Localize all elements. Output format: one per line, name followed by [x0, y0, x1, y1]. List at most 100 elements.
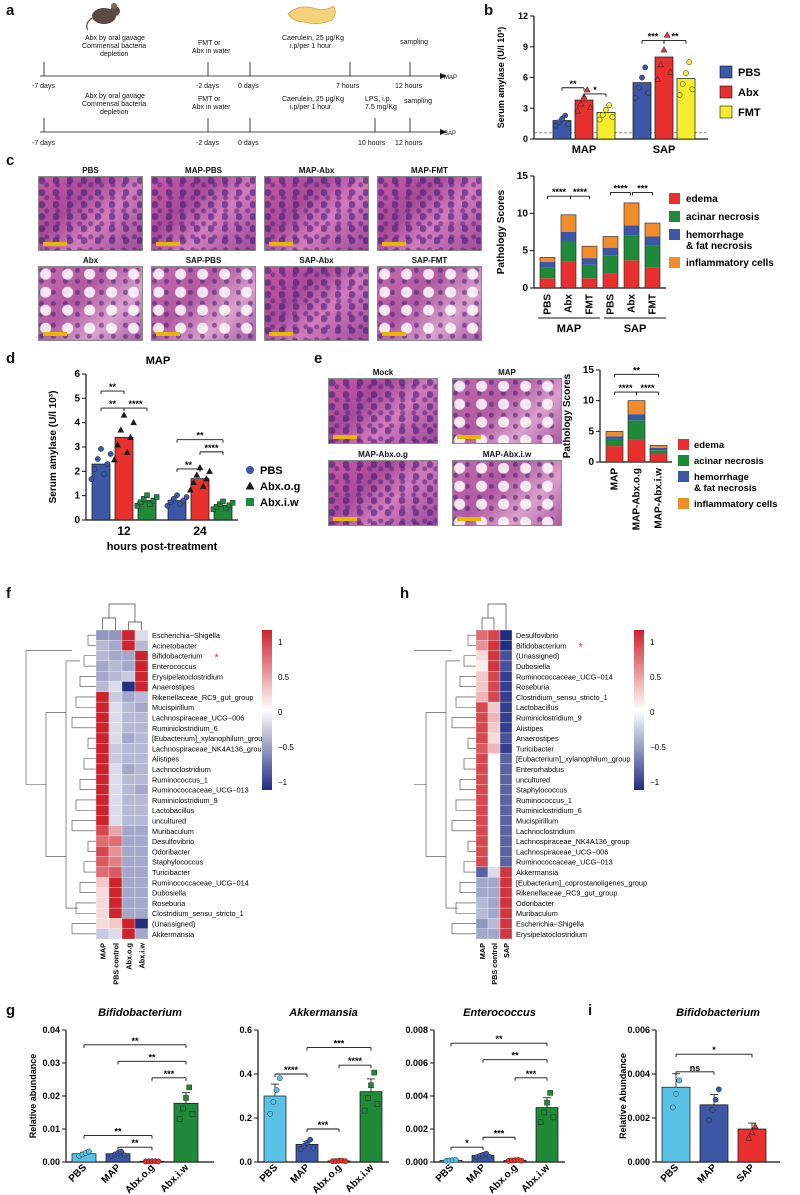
- chart-b-point: [639, 74, 645, 81]
- a2-lps-text-1: LPS, i.p.: [365, 96, 392, 103]
- heatmap-h-cell: [487, 907, 501, 919]
- chart-d-legend-label: PBS: [260, 465, 283, 477]
- heatmap-f-row-label: uncultured: [152, 817, 186, 826]
- chart-d-point: [141, 496, 147, 502]
- heatmap-h-cell: [475, 815, 489, 826]
- heatmap-h-column-label: PBS control: [490, 943, 499, 985]
- heatmap-f-cell: [134, 660, 149, 672]
- chart-i-ytick: 0.002: [627, 1113, 650, 1123]
- heatmap-h-column-dendrogram: [481, 603, 507, 630]
- heatmap-h-row-label: Lachnospiraceae_UCG−006: [516, 847, 608, 856]
- chart-g1-sig: ***: [318, 1120, 329, 1130]
- chart-g2-sig: ***: [494, 1128, 505, 1138]
- panel-c-image: SAP-PBS: [151, 256, 256, 341]
- heatmap-f-cell: [95, 866, 110, 878]
- heatmap-f-cell: [121, 897, 136, 909]
- heatmap-h-row-label: Akkermansia: [516, 868, 559, 877]
- chart-c-legend-swatch: [669, 257, 680, 268]
- panel-c-image: MAP-PBS: [151, 166, 256, 251]
- heatmap-h-cell: [475, 691, 489, 703]
- heatmap-f-scale-label: −0.5: [278, 743, 294, 752]
- heatmap-h-cell: [475, 650, 489, 662]
- chart-i-point: [751, 1122, 759, 1129]
- heatmap-f-row-label: Muribaculum: [152, 827, 194, 836]
- a2-abx-text-3: depletion: [100, 109, 129, 116]
- chart-i-xtick: SAP: [735, 1162, 758, 1185]
- panel-e-image-title: Mock: [372, 368, 394, 377]
- chart-d-point: [180, 497, 187, 504]
- panel-c-image: PBS: [38, 166, 143, 251]
- chart-b-ytick: 0: [523, 134, 528, 144]
- chart-d-point: [177, 501, 184, 507]
- heatmap-f-cell: [134, 701, 149, 713]
- chart-e-bar-segment: [606, 431, 623, 437]
- scale-bar: [269, 242, 293, 246]
- chart-g2-point: [544, 1099, 550, 1106]
- chart-g2-point: [518, 1157, 525, 1164]
- chart-e-bar-segment: [606, 446, 623, 462]
- heatmap-h-cell: [499, 907, 513, 919]
- chart-i-bar-MAP: [699, 1104, 729, 1163]
- chart-g0-point: [176, 1116, 183, 1122]
- a2-end-label: SAP: [444, 131, 456, 137]
- heatmap-h-row-label: Roseburia: [516, 683, 550, 692]
- chart-e-legend-swatch: [678, 439, 689, 450]
- heatmap-f-cell: [95, 804, 110, 816]
- heatmap-f-cell: [121, 887, 136, 898]
- heatmap-h-cell: [499, 887, 513, 898]
- heatmap-f-cell: [95, 691, 110, 703]
- heatmap-f-cell: [121, 732, 136, 744]
- chart-g2-sig: **: [495, 1034, 503, 1044]
- panel-e-image-title: MAP-Abx.o.g: [358, 450, 408, 459]
- heatmap-h-cell: [475, 928, 489, 940]
- heatmap-h-cell: [499, 794, 513, 806]
- chart-c-legend-label: inflammatory cells: [686, 258, 774, 269]
- heatmap-f-cell: [121, 846, 136, 857]
- heatmap-h-row-label: Odoribacter: [516, 899, 555, 908]
- heatmap-f-cell: [95, 701, 110, 713]
- chart-g0-point: [118, 1148, 125, 1155]
- heatmap-h-row-label: Bifidobacterium: [516, 641, 566, 650]
- heatmap-h-cell: [499, 681, 513, 692]
- heatmap-h-cell: [499, 866, 513, 878]
- heatmap-h-cell: [475, 722, 489, 734]
- heatmap-f-cell: [108, 856, 123, 868]
- heatmap-f-row-label: Clostridium_sensu_stricto_1: [152, 909, 244, 918]
- panel-label-h: h: [400, 585, 410, 602]
- a1-t-0: 0 days: [238, 83, 259, 90]
- chart-g2-ytick: 0.008: [405, 1025, 428, 1035]
- heatmap-h-cell: [499, 671, 513, 682]
- chart-e-xtick: MAP-Abx.i.w: [654, 468, 665, 529]
- chart-c-xtick: PBS: [543, 294, 554, 315]
- heatmap-f-cell: [108, 660, 123, 672]
- chart-g0-point: [180, 1105, 186, 1112]
- chart-g2-xtick: PBS: [434, 1162, 457, 1185]
- a2-t-m7: -7 days: [32, 140, 55, 147]
- chart-e-sig: **: [633, 365, 641, 375]
- chart-g0-point: [85, 1148, 92, 1155]
- heatmap-h-cell: [487, 825, 501, 837]
- heatmap-h-cell: [487, 629, 501, 641]
- chart-g1-point: [365, 1095, 371, 1101]
- heatmap-h-cell: [487, 712, 501, 723]
- chart-c-xtick: Abx: [564, 294, 575, 313]
- chart-g0-point: [183, 1095, 189, 1101]
- heatmap-h-cell: [487, 774, 501, 785]
- heatmap-h-cell: [487, 856, 501, 868]
- heatmap-f-row-label: [Eubacterium]_xylanophilum_group: [152, 734, 266, 743]
- heatmap-f-cell: [134, 753, 149, 765]
- heatmap-h-row-label: Ruminiclostridium_9: [516, 714, 582, 723]
- chart-g1-point: [361, 1107, 368, 1114]
- chart-d-sig: **: [196, 431, 204, 441]
- heatmap-f-cell: [108, 774, 123, 785]
- heatmap-h-cell: [499, 928, 513, 940]
- chart-e-legend-swatch: [678, 455, 689, 466]
- chart-d-point: [134, 503, 141, 509]
- chart-c-bar-segment: [540, 278, 555, 288]
- heatmap-h-color-scale: [634, 630, 644, 790]
- heatmap-h-cell: [475, 774, 489, 785]
- chart-b-point: [660, 46, 668, 53]
- heatmap-f-row-label: Ruminococcus_1: [152, 775, 208, 784]
- chart-b-point: [565, 121, 572, 127]
- chart-c-bar-segment: [561, 232, 576, 241]
